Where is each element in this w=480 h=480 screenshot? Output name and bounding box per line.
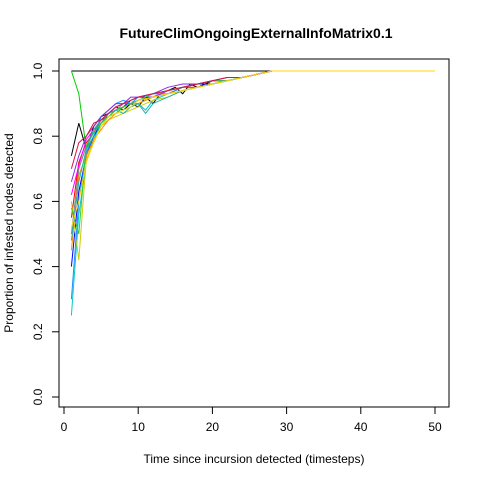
x-axis: 0 10 20 30 40 50	[61, 406, 442, 434]
y-tick-label-0.2: 0.2	[31, 323, 45, 340]
series-line-9	[70, 70, 435, 235]
x-axis-label: Time since incursion detected (timesteps…	[144, 452, 365, 466]
x-tick-label-30: 30	[280, 420, 294, 434]
x-tick-label-40: 40	[354, 420, 368, 434]
x-tick-label-50: 50	[428, 420, 442, 434]
series-line-2	[70, 70, 435, 156]
series-line-11	[70, 70, 435, 251]
series-line-16	[70, 70, 435, 228]
series-line-7	[70, 70, 435, 196]
x-tick-label-20: 20	[206, 420, 220, 434]
y-axis: 0.0 0.2 0.4 0.6 0.8 1.0	[31, 62, 60, 405]
series-line-8	[70, 70, 435, 261]
series-line-13	[70, 70, 435, 182]
y-tick-label-1.0: 1.0	[31, 62, 45, 79]
series-line-4	[70, 70, 435, 151]
y-tick-label-0.8: 0.8	[31, 128, 45, 145]
series-line-14	[70, 70, 435, 241]
series-line-12	[70, 70, 435, 235]
series-layer	[70, 70, 435, 316]
x-tick-label-0: 0	[61, 420, 68, 434]
y-axis-label: Proportion of infested nodes detected	[2, 133, 16, 332]
y-tick-label-0.0: 0.0	[31, 388, 45, 405]
y-tick-label-0.4: 0.4	[31, 258, 45, 275]
chart-title: FutureClimOngoingExternalInfoMatrix0.1	[119, 25, 392, 41]
series-line-3	[70, 70, 435, 218]
series-line-5	[70, 70, 435, 267]
x-tick-label-10: 10	[132, 420, 146, 434]
y-tick-label-0.6: 0.6	[31, 193, 45, 210]
series-line-15	[70, 70, 435, 169]
